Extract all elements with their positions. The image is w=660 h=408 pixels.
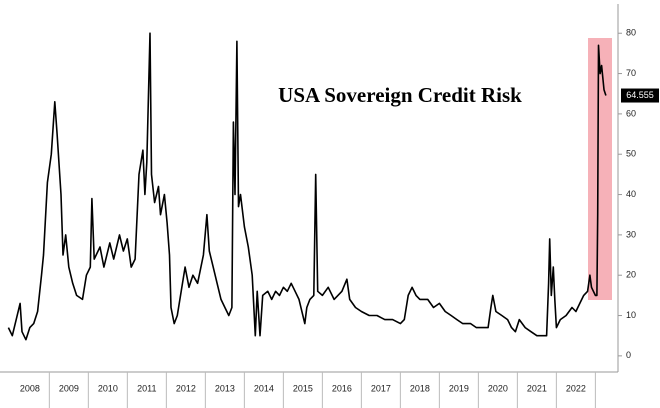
y-tick-label: 20: [626, 270, 636, 280]
x-tick-label: 2010: [98, 383, 118, 393]
last-value-label: 64.555: [626, 90, 654, 100]
y-tick-label: 10: [626, 310, 636, 320]
y-tick-label: 40: [626, 189, 636, 199]
x-tick-label: 2008: [20, 383, 40, 393]
y-tick-label: 60: [626, 108, 636, 118]
y-tick-label: 0: [626, 350, 631, 360]
x-tick-label: 2013: [215, 383, 235, 393]
x-tick-label: 2018: [410, 383, 430, 393]
y-tick-label: 70: [626, 68, 636, 78]
y-tick-label: 50: [626, 149, 636, 159]
x-tick-label: 2019: [449, 383, 469, 393]
highlight-box: [588, 38, 612, 300]
x-tick-label: 2015: [293, 383, 313, 393]
chart-title: USA Sovereign Credit Risk: [278, 83, 522, 107]
line-series: [7, 32, 607, 341]
x-tick-label: 2020: [488, 383, 508, 393]
x-tick-label: 2017: [371, 383, 391, 393]
x-tick-label: 2009: [59, 383, 79, 393]
y-tick-label: 80: [626, 28, 636, 38]
x-tick-label: 2011: [137, 383, 156, 393]
x-tick-label: 2022: [566, 383, 586, 393]
x-tick-label: 2014: [254, 383, 274, 393]
x-tick-label: 2016: [332, 383, 352, 393]
x-tick-label: 2021: [527, 383, 547, 393]
x-tick-label: 2012: [176, 383, 196, 393]
last-value-box: [621, 88, 659, 103]
y-tick-label: 30: [626, 229, 636, 239]
